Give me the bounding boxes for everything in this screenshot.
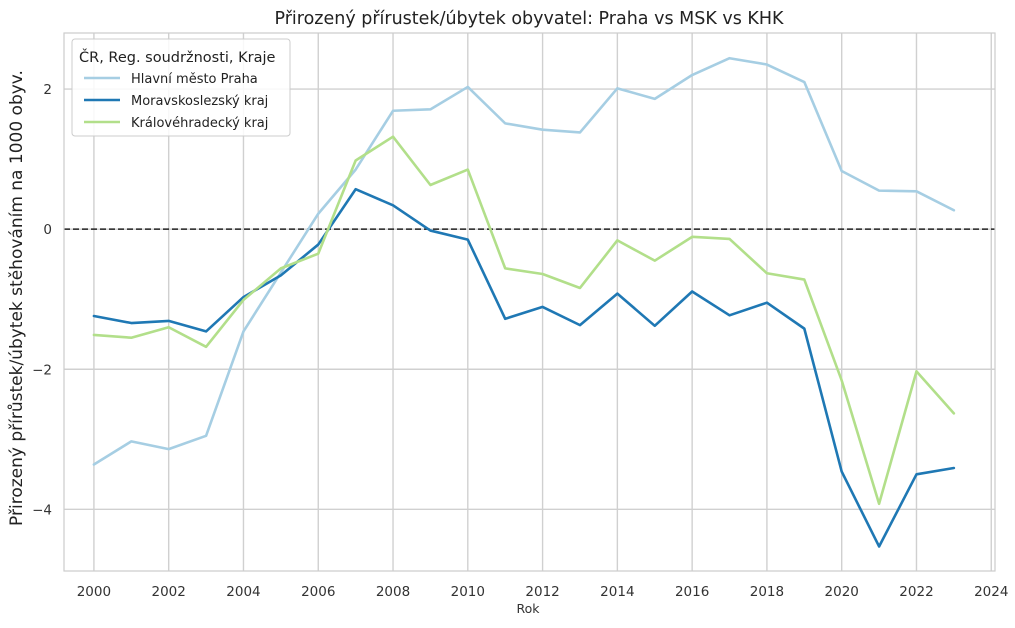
y-axis-label: Přirozený přírůstek/úbytek stěhováním na…: [7, 70, 27, 526]
chart-title: Přirozený přírustek/úbytek obyvatel: Pra…: [274, 9, 784, 29]
legend: ČR, Reg. soudržnosti, Kraje Hlavní město…: [71, 38, 291, 137]
legend-label-2: Moravskoslezský kraj: [131, 94, 268, 109]
x-tick-label: 2016: [675, 584, 709, 600]
x-tick-label: 2008: [376, 584, 410, 600]
x-tick-label: 2020: [825, 584, 859, 600]
legend-items: Hlavní město Praha Moravskoslezský kraj Kr…: [84, 72, 268, 131]
legend-label-3: Královéhradecký kraj: [131, 116, 268, 131]
grid: [64, 33, 995, 571]
y-tick-label: −4: [32, 502, 52, 518]
x-axis-label: Rok: [516, 601, 540, 616]
series-line-1: [92, 56, 956, 466]
legend-title: ČR, Reg. soudržnosti, Kraje: [79, 48, 276, 66]
x-tick-label: 2012: [525, 584, 559, 600]
y-tick-label: 0: [43, 222, 52, 238]
legend-label-1: Hlavní město Praha: [131, 72, 258, 87]
series-group: [92, 56, 956, 548]
axes: 2000 2002 2004 2006 2008 2010 2012 2014 2016 2018…: [32, 32, 1008, 600]
x-tick-label: 2018: [750, 584, 784, 600]
series-line-2: [92, 187, 956, 548]
x-tick-label: 2010: [451, 584, 485, 600]
x-tick-label: 2004: [226, 584, 260, 600]
legend-frame: [71, 38, 291, 137]
x-tick-label: 2014: [600, 584, 634, 600]
x-tick-label: 2024: [974, 584, 1008, 600]
y-tick-label: −2: [32, 362, 52, 378]
x-tick-label: 2002: [152, 584, 186, 600]
y-tick-label: 2: [43, 82, 52, 98]
plot-frame: [63, 32, 996, 572]
x-tick-label: 2000: [77, 584, 111, 600]
x-tick-label: 2006: [301, 584, 335, 600]
series-line-3: [92, 135, 956, 506]
x-tick-label: 2022: [899, 584, 933, 600]
